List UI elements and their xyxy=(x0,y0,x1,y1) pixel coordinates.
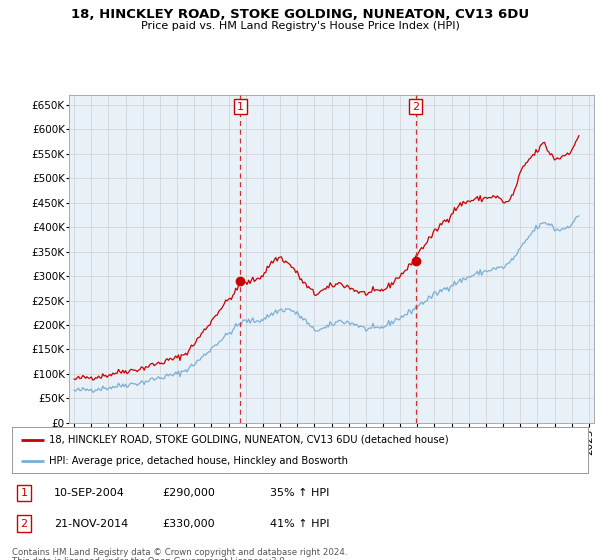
Text: 2: 2 xyxy=(412,102,419,111)
Text: 10-SEP-2004: 10-SEP-2004 xyxy=(54,488,125,498)
Text: 18, HINCKLEY ROAD, STOKE GOLDING, NUNEATON, CV13 6DU (detached house): 18, HINCKLEY ROAD, STOKE GOLDING, NUNEAT… xyxy=(49,435,449,445)
Text: £290,000: £290,000 xyxy=(162,488,215,498)
Text: 18, HINCKLEY ROAD, STOKE GOLDING, NUNEATON, CV13 6DU: 18, HINCKLEY ROAD, STOKE GOLDING, NUNEAT… xyxy=(71,8,529,21)
Text: Contains HM Land Registry data © Crown copyright and database right 2024.: Contains HM Land Registry data © Crown c… xyxy=(12,548,347,557)
Text: 41% ↑ HPI: 41% ↑ HPI xyxy=(270,519,329,529)
Text: 35% ↑ HPI: 35% ↑ HPI xyxy=(270,488,329,498)
Text: 2: 2 xyxy=(20,519,28,529)
Text: 1: 1 xyxy=(20,488,28,498)
Text: HPI: Average price, detached house, Hinckley and Bosworth: HPI: Average price, detached house, Hinc… xyxy=(49,456,349,466)
Text: This data is licensed under the Open Government Licence v3.0.: This data is licensed under the Open Gov… xyxy=(12,557,287,560)
Text: £330,000: £330,000 xyxy=(162,519,215,529)
Text: 21-NOV-2014: 21-NOV-2014 xyxy=(54,519,128,529)
Text: Price paid vs. HM Land Registry's House Price Index (HPI): Price paid vs. HM Land Registry's House … xyxy=(140,21,460,31)
Text: 1: 1 xyxy=(237,102,244,111)
